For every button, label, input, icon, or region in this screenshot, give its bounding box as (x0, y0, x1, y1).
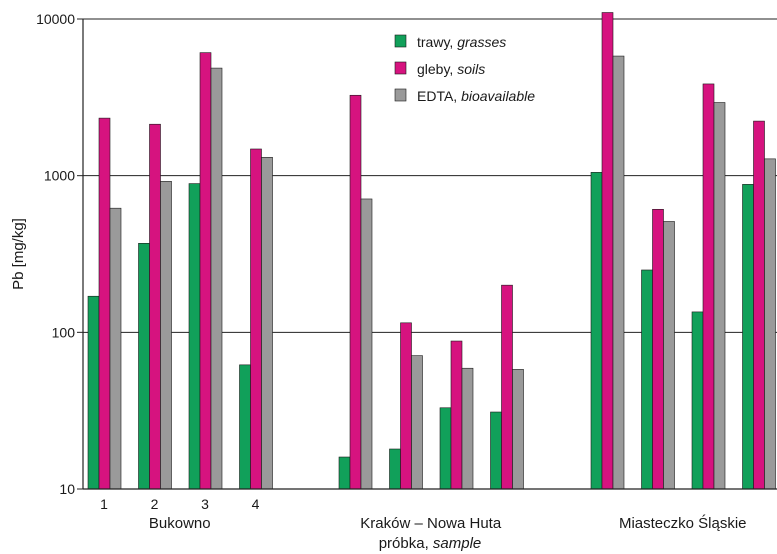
group-label: Kraków – Nowa Huta (360, 515, 502, 532)
bar (652, 208, 664, 490)
y-tick-label: 10000 (36, 11, 75, 27)
bar (702, 83, 715, 490)
bar (501, 284, 513, 490)
bar (753, 120, 765, 490)
bar (400, 322, 412, 490)
bar (601, 12, 614, 490)
axes (82, 19, 777, 490)
legend-swatch (394, 34, 407, 48)
bar (109, 207, 122, 490)
bar (149, 123, 161, 490)
legend-swatch (394, 88, 407, 102)
legend-label: EDTA, bioavailable (417, 88, 535, 104)
sample-label: 2 (151, 496, 159, 512)
bar (389, 448, 401, 490)
sample-label: 4 (252, 496, 260, 512)
bar (160, 181, 172, 490)
bar (742, 184, 754, 490)
bars (87, 12, 776, 490)
bar (691, 311, 704, 490)
bar (349, 94, 362, 490)
bar (239, 364, 251, 490)
bar (663, 221, 675, 490)
sample-label: 1 (100, 496, 108, 512)
y-tick-label: 1000 (44, 168, 75, 184)
bar (138, 243, 150, 490)
bar (210, 67, 223, 490)
bar (199, 52, 212, 490)
group-label: Miasteczko Śląskie (619, 514, 747, 532)
y-tick-label: 100 (52, 324, 76, 340)
bar (764, 158, 776, 490)
y-tick-label: 10 (59, 481, 75, 497)
sample-label: 3 (201, 496, 209, 512)
bar (250, 148, 262, 490)
bar (439, 407, 452, 490)
x-axis-title: próbka, sample (379, 535, 482, 552)
bar (98, 117, 111, 490)
bar (490, 411, 502, 490)
bar (612, 55, 625, 490)
bar (411, 355, 423, 490)
x-labels: 1 2 3 4 Bukowno Kraków – Nowa Huta Miasteczko … (100, 496, 746, 532)
bar (461, 367, 474, 490)
bar (87, 295, 100, 490)
legend-label: gleby, soils (417, 61, 485, 77)
bar (512, 369, 524, 490)
bar (590, 172, 603, 490)
legend: trawy, grasses gleby, soils EDTA, bioavail… (394, 34, 535, 104)
legend-label: trawy, grasses (417, 34, 506, 50)
bar (641, 269, 653, 490)
legend-swatch (394, 61, 407, 75)
bar (188, 183, 201, 490)
bar (713, 102, 726, 490)
group-label: Bukowno (149, 515, 211, 532)
bar (261, 156, 273, 490)
y-axis-title: Pb [mg/kg] (10, 218, 27, 290)
y-tick-labels: 10 100 1000 10000 (36, 11, 75, 497)
bar (360, 198, 373, 490)
bar (338, 456, 351, 490)
bar (450, 340, 463, 490)
